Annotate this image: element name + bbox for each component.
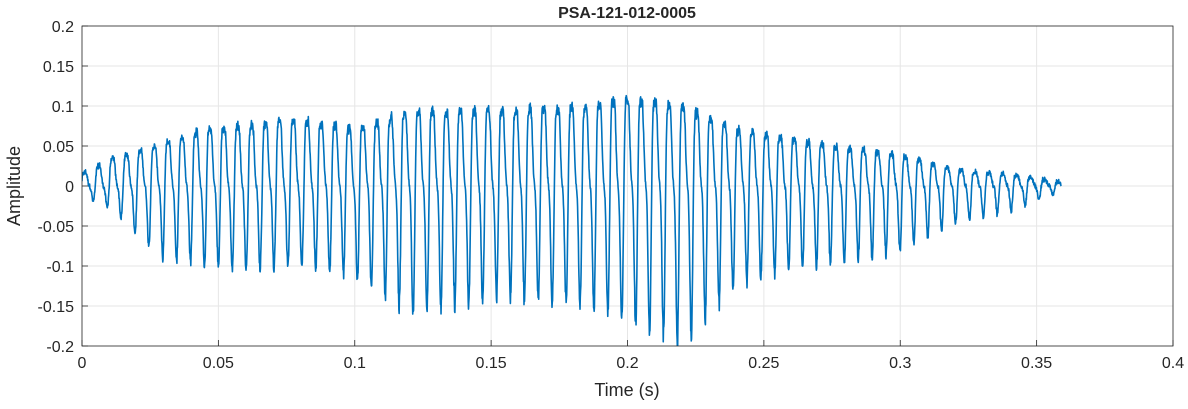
x-tick-label: 0.2	[616, 355, 638, 372]
y-tick-label: 0.1	[52, 99, 74, 116]
series-line	[82, 94, 1062, 346]
chart-title: PSA-121-012-0005	[558, 5, 696, 22]
x-tick-label: 0.05	[203, 355, 234, 372]
x-ticks: 0 0.05 0.1 0.15 0.2 0.25 0.3 0.35 0.4	[78, 340, 1184, 372]
y-tick-label: -0.05	[38, 219, 75, 236]
y-tick-label: -0.15	[38, 299, 75, 316]
y-ticks: -0.2 -0.15 -0.1 -0.05 0 0.05 0.1 0.15 0.2	[38, 19, 88, 356]
x-tick-label: 0.1	[344, 355, 366, 372]
x-tick-label: 0.35	[1021, 355, 1052, 372]
x-tick-label: 0	[78, 355, 87, 372]
x-tick-label: 0.4	[1162, 355, 1184, 372]
x-tick-label: 0.15	[476, 355, 507, 372]
y-axis-label: Amplitude	[4, 146, 24, 226]
y-tick-label: 0.2	[52, 19, 74, 36]
y-tick-label: -0.2	[46, 339, 74, 356]
x-axis-label: Time (s)	[594, 380, 659, 400]
x-tick-label: 0.25	[748, 355, 779, 372]
y-tick-label: 0	[65, 179, 74, 196]
x-tick-label: 0.3	[889, 355, 911, 372]
y-tick-label: 0.15	[43, 59, 74, 76]
y-tick-label: -0.1	[46, 259, 74, 276]
y-tick-label: 0.05	[43, 139, 74, 156]
plot-area	[82, 94, 1062, 346]
